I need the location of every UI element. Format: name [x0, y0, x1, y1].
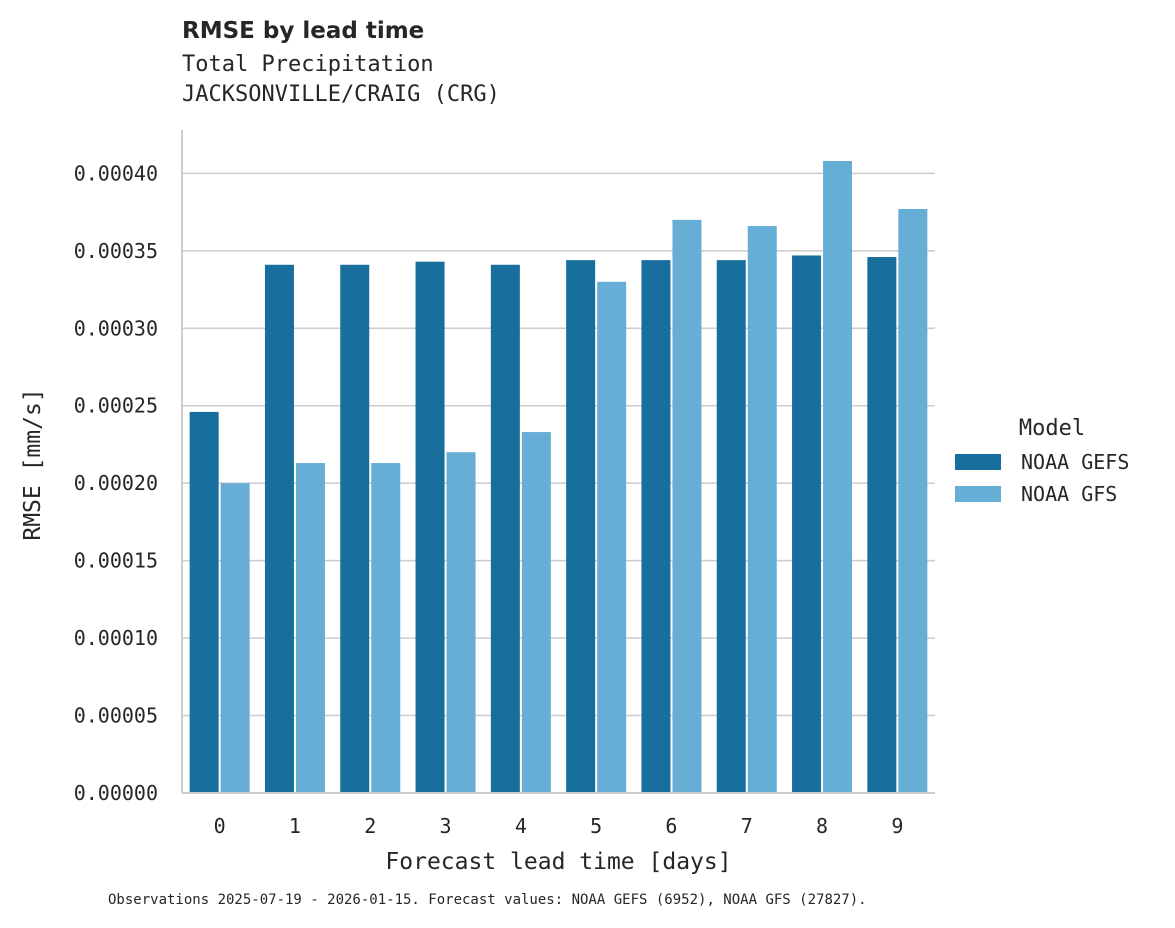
bar-noaa-gfs [521, 432, 551, 793]
footer-note: Observations 2025-07-19 - 2026-01-15. Fo… [108, 892, 867, 908]
y-tick-label: 0.00020 [74, 471, 158, 495]
bar-noaa-gfs [747, 226, 777, 793]
bar-noaa-gefs [792, 255, 822, 793]
bar-noaa-gfs [220, 483, 250, 793]
bar-noaa-gefs [189, 411, 219, 793]
bar-noaa-gfs [672, 219, 702, 793]
bar-noaa-gefs [716, 260, 746, 794]
chart-subtitle-station: JACKSONVILLE/CRAIG (CRG) [182, 82, 500, 107]
y-tick-label: 0.00010 [74, 626, 158, 650]
legend-label: NOAA GEFS [1021, 450, 1129, 474]
bar-noaa-gfs [597, 281, 627, 793]
x-tick-label: 0 [214, 814, 226, 838]
y-tick-label: 0.00000 [74, 781, 158, 805]
legend-swatch [955, 486, 1001, 502]
x-tick-label: 4 [515, 814, 527, 838]
chart-subtitle-variable: Total Precipitation [182, 52, 434, 77]
bar-noaa-gefs [415, 261, 445, 794]
bar-noaa-gfs [295, 463, 325, 793]
legend-label: NOAA GFS [1021, 482, 1117, 506]
y-tick-label: 0.00025 [74, 394, 158, 418]
bar-noaa-gefs [566, 260, 596, 794]
x-tick-label: 5 [590, 814, 602, 838]
bar-noaa-gfs [446, 452, 476, 793]
y-axis-label: RMSE [mm/s] [20, 388, 46, 540]
x-tick-label: 9 [891, 814, 903, 838]
chart-title: RMSE by lead time [182, 18, 425, 44]
bar-noaa-gfs [898, 209, 928, 794]
x-tick-label: 2 [364, 814, 376, 838]
x-tick-label: 3 [440, 814, 452, 838]
bar-noaa-gefs [641, 260, 671, 794]
y-tick-label: 0.00040 [74, 161, 158, 185]
bar-noaa-gfs [371, 463, 401, 793]
legend-title: Model [1019, 416, 1085, 441]
x-axis-label: Forecast lead time [days] [385, 849, 731, 875]
x-tick-label: 1 [289, 814, 301, 838]
x-tick-label: 6 [665, 814, 677, 838]
bar-noaa-gefs [340, 264, 370, 793]
legend-swatch [955, 454, 1001, 470]
y-tick-label: 0.00030 [74, 316, 158, 340]
y-tick-label: 0.00035 [74, 239, 158, 263]
y-tick-label: 0.00005 [74, 704, 158, 728]
bar-noaa-gefs [490, 264, 520, 793]
bar-noaa-gfs [823, 160, 853, 793]
bar-noaa-gefs [867, 257, 897, 793]
y-tick-label: 0.00015 [74, 549, 158, 573]
x-tick-label: 8 [816, 814, 828, 838]
bar-noaa-gefs [264, 264, 294, 793]
x-tick-label: 7 [741, 814, 753, 838]
